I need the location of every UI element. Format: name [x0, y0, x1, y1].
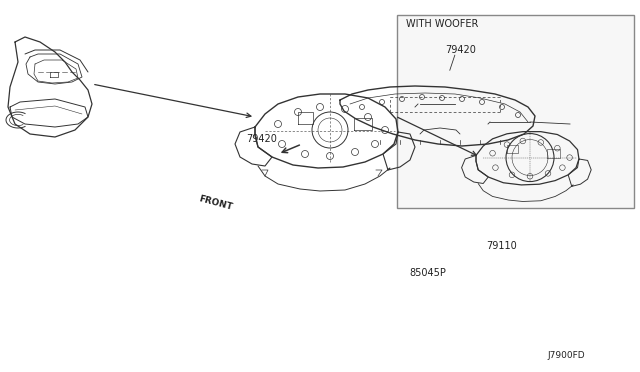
Text: FRONT: FRONT — [197, 194, 233, 212]
Text: 85045P: 85045P — [410, 269, 447, 278]
Text: J7900FD: J7900FD — [547, 351, 585, 360]
Text: 79420: 79420 — [246, 135, 277, 144]
Text: 79420: 79420 — [445, 45, 476, 55]
Bar — [397, 15, 634, 208]
Text: WITH WOOFER: WITH WOOFER — [406, 19, 479, 29]
Text: 79110: 79110 — [486, 241, 517, 250]
